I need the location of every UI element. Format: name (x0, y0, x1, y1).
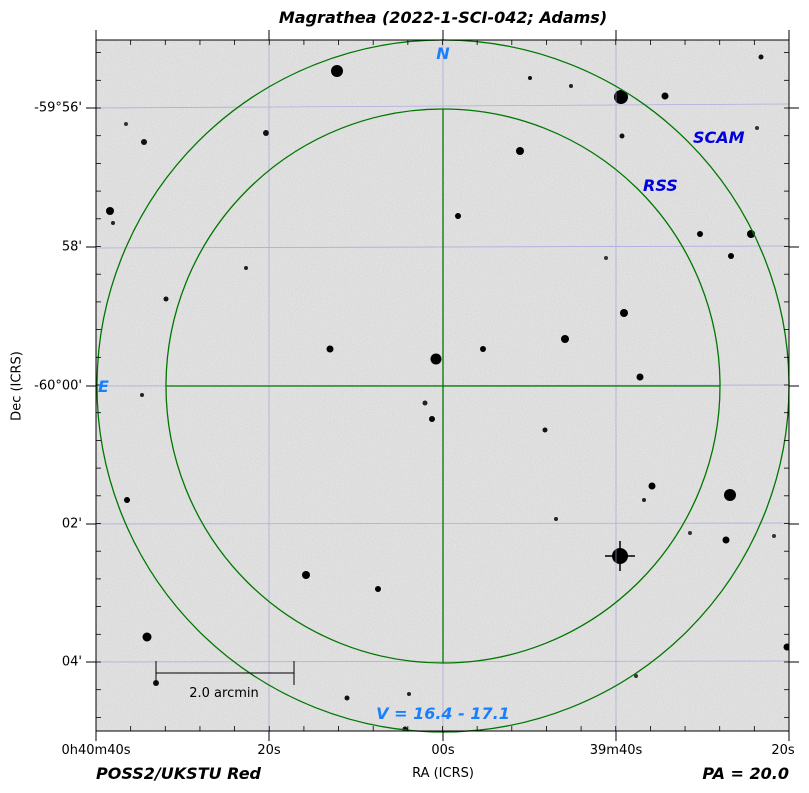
axis-ticks (86, 30, 799, 741)
minor-ticks (95, 40, 790, 731)
magnitude-label: V = 16.4 - 17.1 (376, 704, 510, 723)
rss-label: RSS (643, 176, 678, 195)
scale-bar (155, 661, 295, 685)
plot-title: Magrathea (2022-1-SCI-042; Adams) (278, 8, 608, 27)
y-tick-label: 02' (61, 516, 82, 532)
y-tick-label: 04' (61, 654, 82, 670)
x-tick-label: 39m40s (589, 743, 643, 758)
east-label: E (98, 377, 109, 396)
x-tick-label: 20s (257, 743, 281, 758)
survey-label: POSS2/UKSTU Red (96, 764, 261, 783)
x-axis-label: RA (ICRS) (412, 766, 474, 781)
y-tick-label: 58' (61, 239, 82, 255)
position-angle-label: PA = 20.0 (702, 764, 789, 783)
y-tick-label: -60°00' (34, 378, 82, 394)
north-label: N (436, 44, 450, 63)
y-axis-label: Dec (ICRS) (9, 351, 25, 421)
x-tick-label: 0h40m40s (61, 743, 131, 758)
star-field (106, 54, 789, 731)
y-tick-label: -59°56' (34, 100, 82, 116)
x-tick-label: 20s (771, 743, 795, 758)
scam-label: SCAM (693, 128, 745, 147)
x-tick-label: 00s (431, 743, 455, 758)
scale-bar-label: 2.0 arcmin (189, 686, 259, 701)
